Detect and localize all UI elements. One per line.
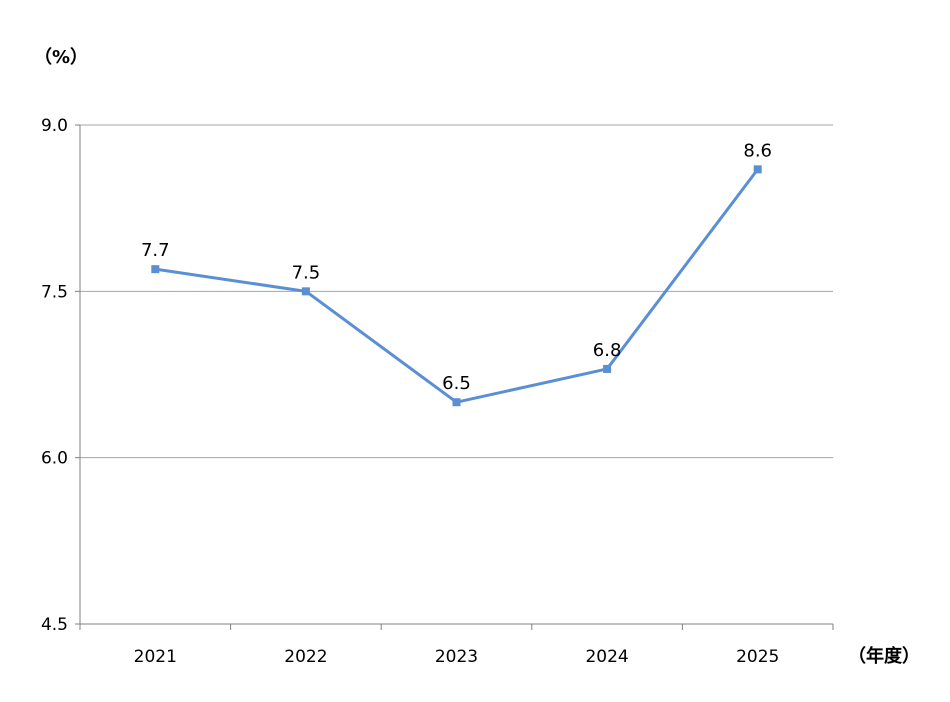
x-tick-labels: 2021 2022 2023 2024 2025 [134, 647, 780, 667]
data-point [301, 287, 310, 296]
y-axis-unit: （%） [34, 47, 88, 68]
x-tick-label: 2024 [585, 647, 628, 667]
data-point [151, 265, 160, 274]
data-point [603, 364, 612, 373]
gridlines [80, 124, 833, 459]
x-tick-label: 2021 [134, 647, 177, 667]
data-labels: 7.7 7.5 6.5 6.8 8.6 [141, 140, 772, 394]
y-tick-label: 4.5 [41, 615, 68, 635]
data-label: 8.6 [743, 140, 772, 161]
axes [75, 124, 834, 630]
series-line [155, 168, 759, 404]
x-tick-label: 2023 [435, 647, 478, 667]
data-point [452, 398, 461, 407]
x-tick-label: 2022 [284, 647, 327, 667]
y-tick-label: 7.5 [41, 282, 68, 302]
y-tick-label: 6.0 [41, 449, 68, 469]
data-label: 6.8 [593, 340, 622, 361]
x-axis-unit: （年度） [848, 645, 920, 667]
data-label: 6.5 [442, 373, 471, 394]
data-label: 7.7 [141, 240, 170, 261]
y-tick-labels: 9.0 7.5 6.0 4.5 [41, 116, 68, 635]
y-tick-label: 9.0 [41, 116, 68, 136]
data-label: 7.5 [292, 262, 321, 283]
x-tick-label: 2025 [736, 647, 779, 667]
series-line-group [151, 165, 762, 407]
data-point [753, 165, 762, 174]
